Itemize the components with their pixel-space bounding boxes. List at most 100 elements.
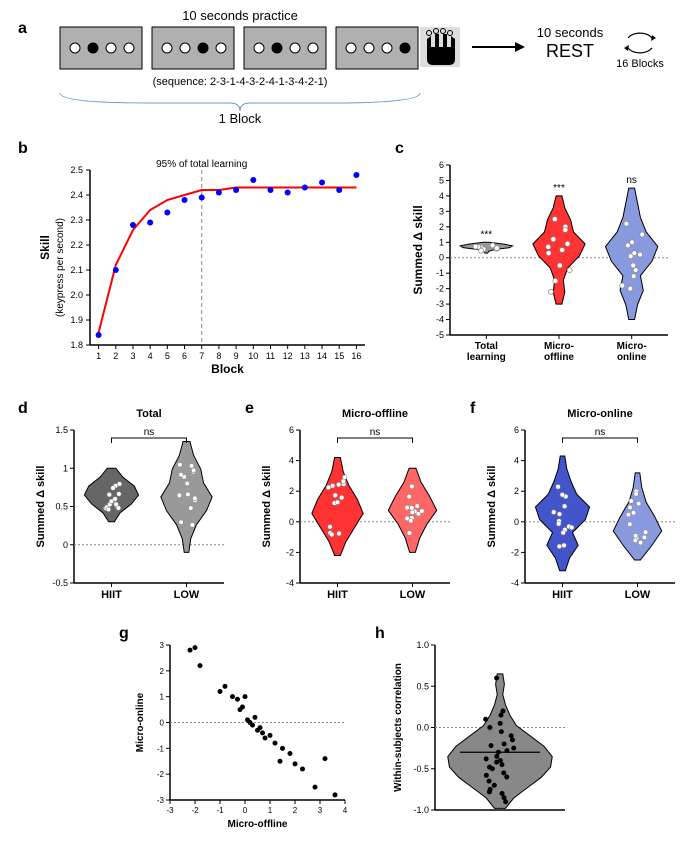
panel-g: -3-2-10123-3-2-101234Micro-offlineMicro-… [125, 630, 355, 830]
svg-text:2: 2 [160, 667, 165, 676]
svg-text:Micro-offline: Micro-offline [342, 408, 408, 420]
svg-text:Summed Δ skill: Summed Δ skill [261, 466, 273, 548]
svg-text:10: 10 [248, 351, 258, 361]
svg-text:12: 12 [283, 351, 293, 361]
block-text: 1 Block [219, 111, 262, 126]
svg-text:-1: -1 [157, 744, 165, 753]
panel-label-b: b [18, 140, 28, 158]
svg-text:-1.0: -1.0 [413, 805, 429, 815]
svg-text:1: 1 [96, 351, 101, 361]
brace [60, 93, 420, 111]
svg-text:2: 2 [293, 806, 298, 815]
svg-text:2: 2 [289, 486, 294, 496]
svg-text:1.5: 1.5 [55, 425, 68, 435]
svg-text:2.1: 2.1 [70, 265, 83, 275]
svg-text:14: 14 [317, 351, 327, 361]
svg-text:-0.5: -0.5 [413, 764, 429, 774]
svg-text:-2: -2 [436, 284, 444, 294]
svg-text:1.8: 1.8 [70, 340, 83, 350]
panel-a: 10 seconds practice (sequence: 2-3-1-4-3… [40, 5, 670, 125]
svg-text:HIIT: HIIT [552, 589, 573, 601]
svg-text:2.0: 2.0 [70, 290, 83, 300]
svg-text:Micro-: Micro- [544, 341, 574, 352]
panel-label-a: a [18, 20, 27, 38]
svg-text:2: 2 [439, 222, 444, 232]
svg-text:3: 3 [160, 641, 165, 650]
svg-text:ns: ns [370, 427, 381, 438]
svg-text:6: 6 [514, 425, 519, 435]
svg-text:3: 3 [318, 806, 323, 815]
svg-text:8: 8 [216, 351, 221, 361]
svg-text:***: *** [553, 183, 565, 194]
cycle-icon [624, 33, 656, 53]
panel-h: -1.0-0.50.00.51.0Within-subjects correla… [385, 630, 585, 830]
svg-text:16: 16 [351, 351, 361, 361]
svg-text:5: 5 [165, 351, 170, 361]
svg-text:0: 0 [160, 719, 165, 728]
panel-d: Total-0.500.511.5HIITLOWnsSummed Δ skill [32, 405, 232, 610]
svg-text:Summed Δ skill: Summed Δ skill [486, 466, 498, 548]
svg-text:4: 4 [514, 456, 519, 466]
svg-text:9: 9 [234, 351, 239, 361]
svg-text:6: 6 [182, 351, 187, 361]
panel-label-f: f [470, 400, 475, 418]
svg-text:95% of total learning: 95% of total learning [156, 159, 247, 170]
panel-b: 1.81.92.02.12.22.32.42.51234567891011121… [35, 150, 375, 375]
svg-text:4: 4 [343, 806, 348, 815]
rest-text1: 10 seconds [537, 25, 604, 40]
svg-text:0: 0 [243, 806, 248, 815]
panel-label-e: e [245, 400, 254, 418]
svg-text:Micro-offline: Micro-offline [228, 819, 288, 830]
svg-text:2.2: 2.2 [70, 240, 83, 250]
svg-text:5: 5 [439, 175, 444, 185]
svg-text:ns: ns [144, 427, 155, 438]
svg-text:15: 15 [334, 351, 344, 361]
svg-text:1.0: 1.0 [416, 640, 429, 650]
svg-text:2: 2 [113, 351, 118, 361]
svg-text:-3: -3 [157, 796, 165, 805]
svg-text:4: 4 [289, 456, 294, 466]
svg-text:6: 6 [289, 425, 294, 435]
svg-text:Micro-online: Micro-online [135, 692, 146, 752]
svg-text:1.9: 1.9 [70, 315, 83, 325]
svg-text:offline: offline [544, 352, 574, 363]
svg-text:***: *** [480, 229, 492, 240]
panel-label-h: h [375, 625, 385, 643]
svg-text:2.5: 2.5 [70, 165, 83, 175]
svg-text:LOW: LOW [174, 589, 200, 601]
panel-f: Micro-online-4-20246HIITLOWnsSummed Δ sk… [483, 405, 683, 610]
svg-text:-2: -2 [286, 547, 294, 557]
svg-text:Within-subjects correlation: Within-subjects correlation [393, 663, 404, 792]
svg-text:LOW: LOW [400, 589, 426, 601]
svg-text:Micro-: Micro- [617, 341, 647, 352]
svg-text:7: 7 [199, 351, 204, 361]
svg-text:online: online [617, 352, 647, 363]
svg-text:4: 4 [439, 191, 444, 201]
svg-text:Total: Total [136, 408, 161, 420]
sequence-text: (sequence: 2-3-1-4-3-2-4-1-3-4-2-1) [153, 76, 328, 88]
blocks-text: 16 Blocks [616, 58, 664, 70]
svg-text:0.5: 0.5 [55, 502, 68, 512]
svg-text:Block: Block [211, 362, 244, 376]
svg-text:-2: -2 [157, 770, 165, 779]
svg-text:11: 11 [266, 351, 275, 361]
svg-text:Total: Total [475, 341, 498, 352]
svg-text:0: 0 [289, 517, 294, 527]
svg-text:(keypress per second): (keypress per second) [55, 218, 66, 317]
svg-text:LOW: LOW [625, 589, 651, 601]
svg-text:0.0: 0.0 [416, 723, 429, 733]
svg-text:4: 4 [148, 351, 153, 361]
svg-text:0: 0 [63, 540, 68, 550]
svg-text:2.3: 2.3 [70, 215, 83, 225]
svg-text:-2: -2 [511, 547, 519, 557]
svg-text:Skill: Skill [38, 235, 52, 260]
svg-text:ns: ns [626, 175, 637, 186]
panel-label-d: d [18, 400, 28, 418]
panel-c: -5-4-3-2-10123456***Totallearning***Micr… [410, 150, 675, 375]
practice-title: 10 seconds practice [182, 8, 298, 23]
panel-label-c: c [395, 140, 404, 158]
svg-text:learning: learning [467, 352, 506, 363]
svg-text:-1: -1 [436, 268, 444, 278]
svg-text:2.4: 2.4 [70, 190, 83, 200]
svg-text:13: 13 [300, 351, 310, 361]
